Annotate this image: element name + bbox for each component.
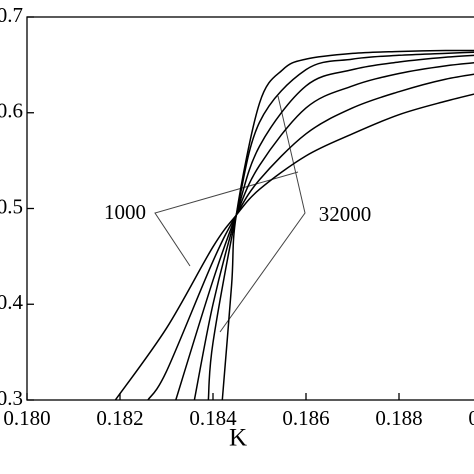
x-tick-label: 0.180 xyxy=(3,406,50,430)
plot-frame xyxy=(26,16,474,401)
series-line xyxy=(114,93,474,401)
annotation-lines xyxy=(154,95,306,333)
x-tick-label: 0.190 xyxy=(468,406,474,430)
x-axis-label: K xyxy=(229,425,247,452)
y-tick-label: 0.7 xyxy=(0,3,23,27)
series-line xyxy=(175,61,474,401)
x-tick-label: 0.182 xyxy=(96,406,143,430)
series-line xyxy=(147,73,474,401)
x-tick-label: 0.184 xyxy=(189,406,237,430)
y-tick-label: 0.4 xyxy=(0,290,24,314)
x-tick-label: 0.188 xyxy=(375,406,422,430)
leader-32000 xyxy=(219,95,306,333)
y-tick-label: 0.5 xyxy=(0,194,23,218)
series-line xyxy=(193,54,474,401)
x-tick-label: 0.186 xyxy=(282,406,329,430)
leader-1000 xyxy=(154,171,299,267)
y-tick-label: 0.6 xyxy=(0,99,23,123)
y-tick-label: 0.3 xyxy=(0,386,23,410)
annotation: 1000 xyxy=(104,200,146,224)
series-line xyxy=(221,49,474,401)
annotation: 32000 xyxy=(319,202,372,226)
series-line xyxy=(207,51,474,401)
